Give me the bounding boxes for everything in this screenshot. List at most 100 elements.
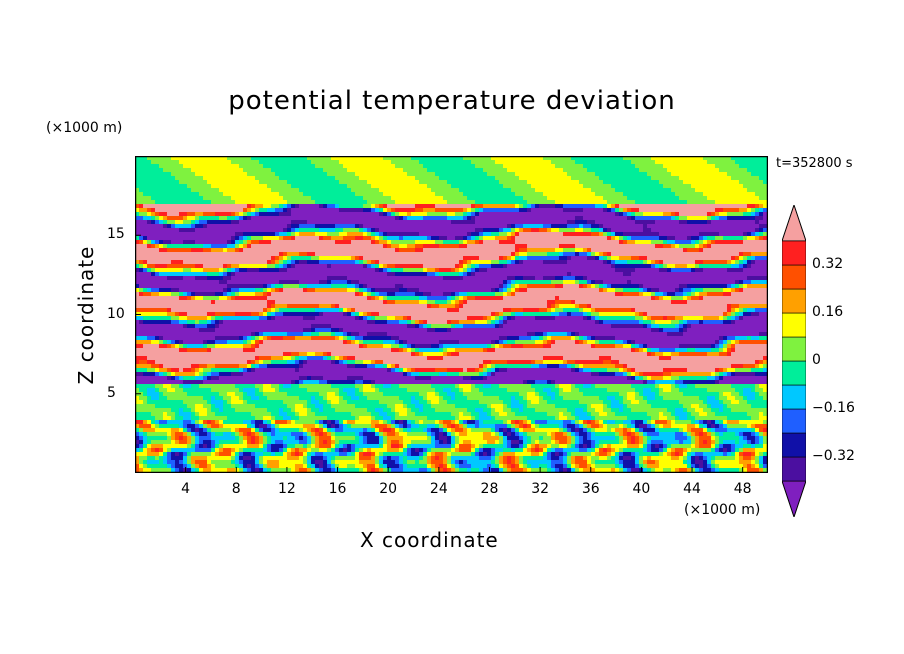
heatmap-cell [387,164,392,169]
heatmap-cell [291,240,296,245]
heatmap-cell [547,160,552,165]
heatmap-cell [647,252,652,257]
heatmap-cell [359,264,364,269]
heatmap-cell [579,256,584,261]
heatmap-cell [523,276,528,281]
heatmap-cell [279,172,284,177]
heatmap-cell [659,232,664,237]
heatmap-cell [163,224,168,229]
heatmap-cell [415,240,420,245]
heatmap-cell [363,184,368,189]
heatmap-cell [319,204,324,209]
heatmap-cell [319,188,324,193]
heatmap-cell [687,268,692,273]
heatmap-cell [319,272,324,277]
heatmap-cell [463,272,468,277]
heatmap-cell [531,160,536,165]
heatmap-cell [511,276,516,281]
heatmap-cell [495,240,500,245]
heatmap-cell [467,204,472,209]
heatmap-cell [343,224,348,229]
heatmap-cell [391,168,396,173]
heatmap-cell [363,204,368,209]
heatmap-cell [731,208,736,213]
heatmap-cell [395,200,400,205]
heatmap-cell [463,192,468,197]
heatmap-cell [651,220,656,225]
heatmap-cell [323,196,328,201]
heatmap-cell [655,256,660,261]
heatmap-cell [419,168,424,173]
heatmap-cell [295,264,300,269]
heatmap-cell [367,164,372,169]
heatmap-cell [671,176,676,181]
heatmap-cell [263,264,268,269]
heatmap-cell [187,276,192,281]
heatmap-cell [427,236,432,241]
heatmap-cell [363,180,368,185]
heatmap-cell [491,240,496,245]
heatmap-cell [543,176,548,181]
heatmap-cell [459,236,464,241]
heatmap-cell [427,192,432,197]
heatmap-cell [691,200,696,205]
heatmap-cell [179,280,184,285]
heatmap-cell [263,232,268,237]
heatmap-cell [567,188,572,193]
heatmap-cell [719,236,724,241]
heatmap-cell [239,264,244,269]
heatmap-cell [507,252,512,257]
heatmap-cell [675,224,680,229]
heatmap-cell [335,196,340,201]
heatmap-cell [455,204,460,209]
heatmap-cell [483,276,488,281]
heatmap-cell [695,260,700,265]
heatmap-cell [511,212,516,217]
heatmap-cell [631,208,636,213]
heatmap-cell [327,160,332,165]
heatmap-cell [443,244,448,249]
heatmap-cell [351,252,356,257]
heatmap-cell [347,160,352,165]
heatmap-cell [635,256,640,261]
heatmap-cell [587,228,592,233]
heatmap-cell [139,172,144,177]
heatmap-cell [259,188,264,193]
heatmap-cell [603,184,608,189]
heatmap-cell [647,272,652,277]
heatmap-cell [379,280,384,285]
heatmap-cell [339,208,344,213]
heatmap-cell [543,172,548,177]
heatmap-cell [655,236,660,241]
heatmap-cell [147,272,152,277]
heatmap-cell [567,220,572,225]
heatmap-cell [175,180,180,185]
heatmap-cell [315,236,320,241]
heatmap-cell [243,252,248,257]
heatmap-cell [227,180,232,185]
heatmap-cell [327,156,332,161]
heatmap-cell [427,188,432,193]
heatmap-cell [259,224,264,229]
heatmap-cell [747,224,752,229]
heatmap-cell [151,216,156,221]
heatmap-cell [755,232,760,237]
heatmap-cell [723,192,728,197]
heatmap-cell [455,272,460,277]
heatmap-cell [235,248,240,253]
heatmap-cell [579,200,584,205]
heatmap-cell [723,220,728,225]
heatmap-cell [243,232,248,237]
heatmap-cell [523,176,528,181]
heatmap-cell [627,176,632,181]
heatmap-cell [379,192,384,197]
heatmap-cell [135,280,140,285]
heatmap-cell [603,224,608,229]
heatmap-cell [255,264,260,269]
heatmap-cell [491,232,496,237]
heatmap-cell [139,276,144,281]
heatmap-cell [231,264,236,269]
heatmap-cell [235,256,240,261]
heatmap-cell [567,256,572,261]
heatmap-cell [567,260,572,265]
